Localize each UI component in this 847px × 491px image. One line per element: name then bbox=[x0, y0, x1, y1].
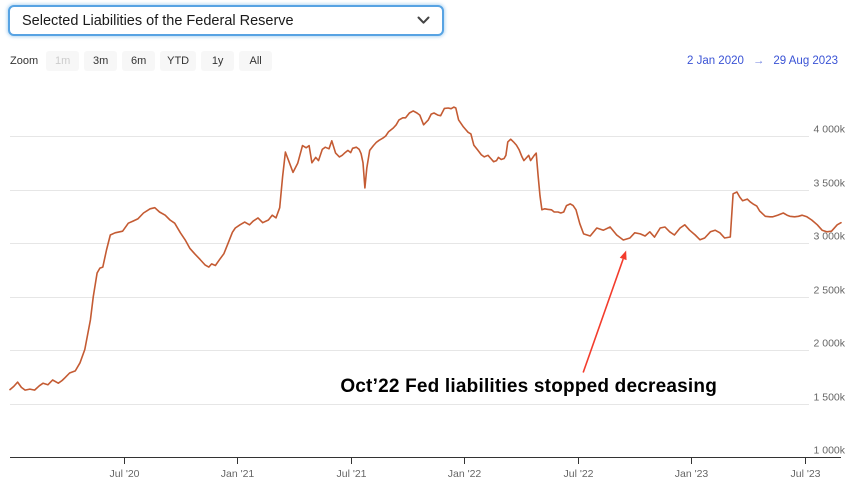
range-arrow-icon: → bbox=[752, 54, 765, 67]
zoom-label: Zoom bbox=[10, 54, 39, 67]
svg-text:Jan '22: Jan '22 bbox=[448, 468, 482, 480]
svg-text:2 000k: 2 000k bbox=[813, 338, 845, 350]
range-selector-toolbar: Zoom 1m 3m 6m YTD 1y All 2 Jan 2020 → 29… bbox=[10, 50, 838, 71]
date-range: 2 Jan 2020 → 29 Aug 2023 bbox=[687, 55, 838, 67]
svg-text:1 000k: 1 000k bbox=[813, 445, 845, 457]
range-start-date[interactable]: 2 Jan 2020 bbox=[686, 54, 744, 67]
svg-text:3 000k: 3 000k bbox=[813, 231, 845, 243]
svg-text:4 000k: 4 000k bbox=[813, 124, 845, 136]
svg-text:Jul '23: Jul '23 bbox=[790, 468, 820, 480]
svg-text:Jul '22: Jul '22 bbox=[563, 468, 593, 480]
svg-text:2 500k: 2 500k bbox=[813, 285, 845, 297]
svg-text:Jul '21: Jul '21 bbox=[336, 468, 366, 480]
zoom-button-ytd[interactable]: YTD bbox=[160, 50, 197, 71]
range-end-date[interactable]: 29 Aug 2023 bbox=[773, 54, 838, 67]
svg-text:Jan '21: Jan '21 bbox=[221, 468, 255, 480]
chevron-down-icon bbox=[417, 16, 430, 25]
zoom-button-3m[interactable]: 3m bbox=[84, 50, 118, 71]
zoom-button-1y[interactable]: 1y bbox=[201, 50, 235, 71]
zoom-button-1m[interactable]: 1m bbox=[46, 50, 80, 71]
svg-text:Jan '23: Jan '23 bbox=[675, 468, 709, 480]
annotation-text: Oct’22 Fed liabilities stopped decreasin… bbox=[340, 376, 718, 398]
series-dropdown-value: Selected Liabilities of the Federal Rese… bbox=[22, 12, 294, 29]
svg-text:1 500k: 1 500k bbox=[813, 392, 845, 404]
svg-text:Jul '20: Jul '20 bbox=[109, 468, 139, 480]
series-dropdown[interactable]: Selected Liabilities of the Federal Rese… bbox=[8, 5, 444, 36]
zoom-button-all[interactable]: All bbox=[239, 50, 273, 71]
zoom-button-6m[interactable]: 6m bbox=[122, 50, 156, 71]
svg-text:3 500k: 3 500k bbox=[813, 178, 845, 190]
